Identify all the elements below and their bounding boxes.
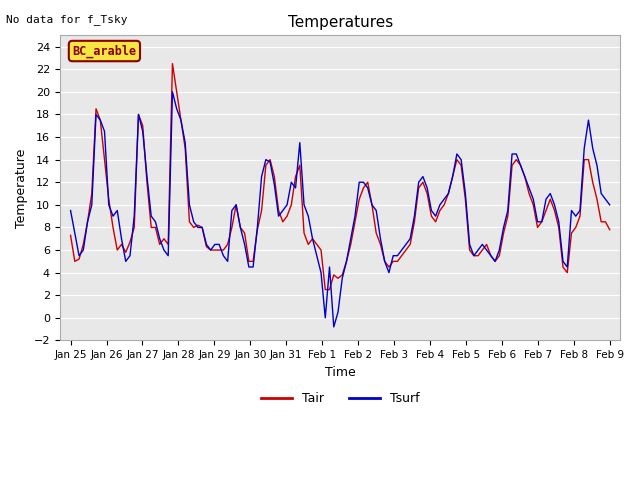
Legend: Tair, Tsurf: Tair, Tsurf: [255, 387, 425, 410]
X-axis label: Time: Time: [324, 366, 355, 379]
Title: Temperatures: Temperatures: [287, 15, 393, 30]
Text: BC_arable: BC_arable: [72, 44, 136, 58]
Text: No data for f_Tsky: No data for f_Tsky: [6, 14, 128, 25]
Y-axis label: Temperature: Temperature: [15, 148, 28, 228]
